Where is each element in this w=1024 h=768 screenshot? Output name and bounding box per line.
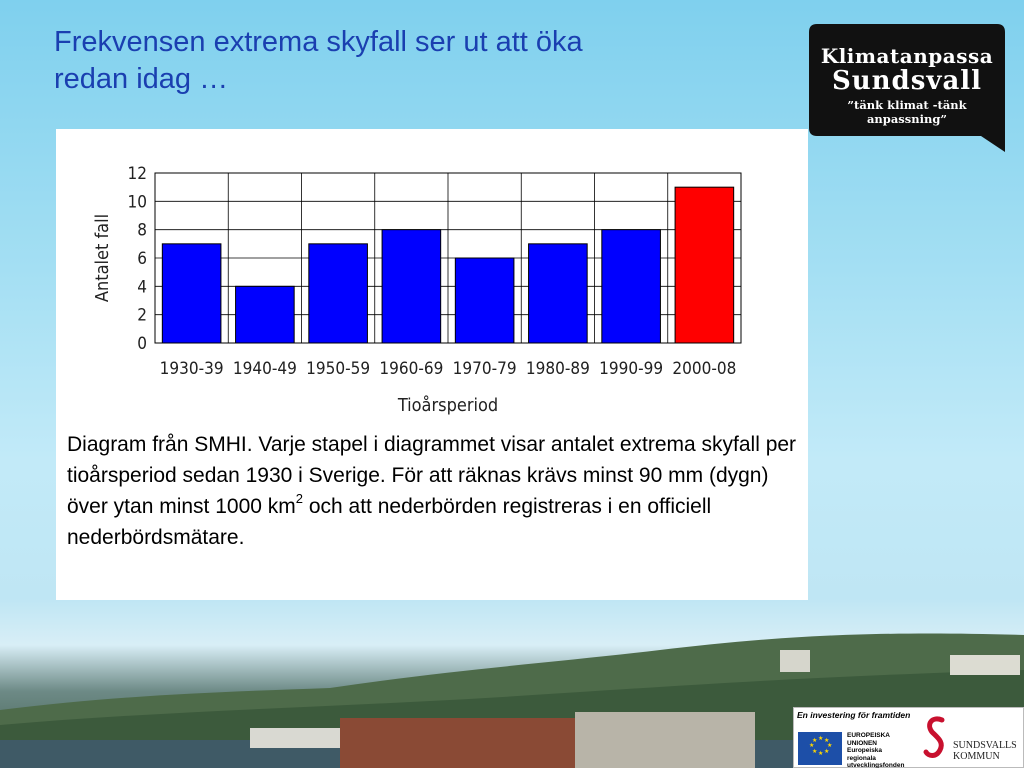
slide-title-line-1: Frekvensen extrema skyfall ser ut att ök… [54,26,583,58]
content-panel: 0 2 4 6 8 10 12 1930-39 1940-49 1950-59 1960-69 197… [56,129,808,600]
caption-text: Diagram från SMHI. Varje stapel i diagra… [67,433,797,518]
slide-title: Frekvensen extrema skyfall ser ut att ök… [54,24,754,98]
svg-text:★: ★ [824,737,829,744]
bar-1950-59 [308,243,368,344]
y-tick-label: 4 [137,277,147,297]
x-tick-label: 1970-79 [453,359,517,379]
sundsvall-emblem-icon [923,716,945,758]
svg-text:★: ★ [818,735,823,742]
bar-1970-79 [454,257,515,344]
y-axis-title: Antalet fall [92,214,113,302]
slide-title-line-2: redan idag … [54,63,229,95]
bar-chart: 0 2 4 6 8 10 12 1930-39 1940-49 1950-59 1960-69 197… [92,164,742,416]
kommun-text-line: KOMMUN [953,751,1000,762]
x-tick-label: 1990-99 [599,359,663,379]
x-tick-label: 1980-89 [526,359,590,379]
caption-text-end: och att nederbörden registreras i en off… [67,495,712,549]
y-tick-label: 2 [137,306,147,326]
bar-2000-08 [674,186,735,344]
eu-text-line: utvecklingsfonden [847,762,905,768]
funding-logos: En investering för framtiden ★ ★ ★ ★ ★ ★ ★ ★ … [793,707,1024,768]
x-tick-label: 1940-49 [233,359,297,379]
bar-1940-49 [235,285,295,344]
y-tick-label: 8 [137,221,147,241]
bar-1960-69 [381,229,442,344]
y-tick-label: 10 [128,192,147,212]
eu-tagline: En investering för framtiden [797,710,911,720]
x-tick-label: 2000-08 [672,359,736,379]
eu-text-line: EUROPEISKA [847,732,890,739]
kommun-text-line: SUNDSVALLS [953,740,1017,751]
chart-caption: Diagram från SMHI. Varje stapel i diagra… [67,429,802,553]
svg-text:★: ★ [812,748,817,755]
svg-text:★: ★ [809,742,814,749]
eu-text-line: regionala [847,754,876,762]
eu-flag-icon: ★ ★ ★ ★ ★ ★ ★ ★ [798,732,842,765]
x-tick-label: 1960-69 [379,359,443,379]
y-tick-label: 6 [137,249,147,269]
x-tick-label: 1950-59 [306,359,370,379]
klimatanpassa-logo: Klimatanpassa Sundsvall ”tänk klimat -tä… [809,24,1005,154]
svg-text:★: ★ [812,737,817,744]
svg-text:★: ★ [827,742,832,749]
kommun-text: SUNDSVALLS KOMMUN [953,740,1023,762]
logo-line-1: Klimatanpassa [820,44,994,68]
bar-1990-99 [601,229,661,344]
x-tick-label: 1930-39 [160,359,224,379]
svg-text:★: ★ [824,748,829,755]
logo-line-3: ”tänk klimat -tänk anpassning” [847,98,967,126]
logo-line-2: Sundsvall [831,66,983,96]
svg-text:★: ★ [818,750,823,757]
x-axis-title: Tioårsperiod [397,395,498,416]
logo-badge-shape [809,24,1005,152]
caption-superscript: 2 [295,491,303,506]
eu-text-line: Europeiska [847,747,883,754]
y-tick-label: 0 [137,334,147,354]
bar-1930-39 [161,243,222,344]
bar-1980-89 [528,243,588,344]
eu-text: EUROPEISKA UNIONEN Europeiska regionala … [847,732,915,768]
y-tick-label: 12 [128,164,147,184]
eu-text-line: UNIONEN [847,739,877,747]
